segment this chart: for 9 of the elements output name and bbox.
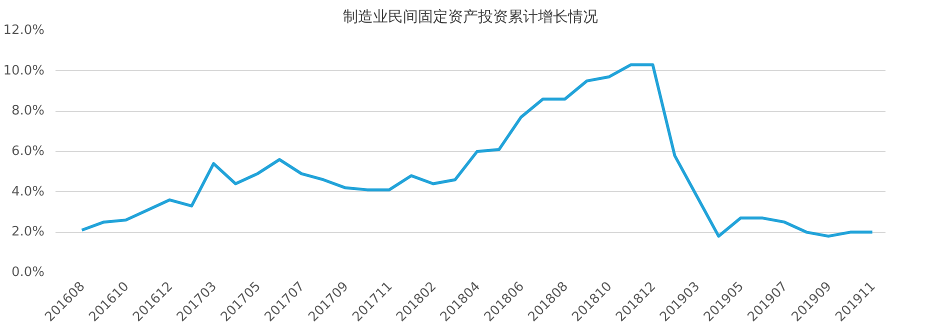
y-tick-label: 2.0%	[11, 224, 45, 240]
y-tick-label: 12.0%	[3, 23, 45, 38]
y-tick-label: 10.0%	[3, 63, 45, 78]
y-tick-label: 8.0%	[11, 104, 45, 119]
y-tick-label: 0.0%	[11, 265, 45, 280]
line-series	[80, 63, 874, 238]
chart-title: 制造业民间固定资产投资累计增长情况	[343, 8, 598, 26]
y-tick-label: 4.0%	[11, 184, 45, 200]
y-tick-label: 6.0%	[11, 144, 45, 159]
